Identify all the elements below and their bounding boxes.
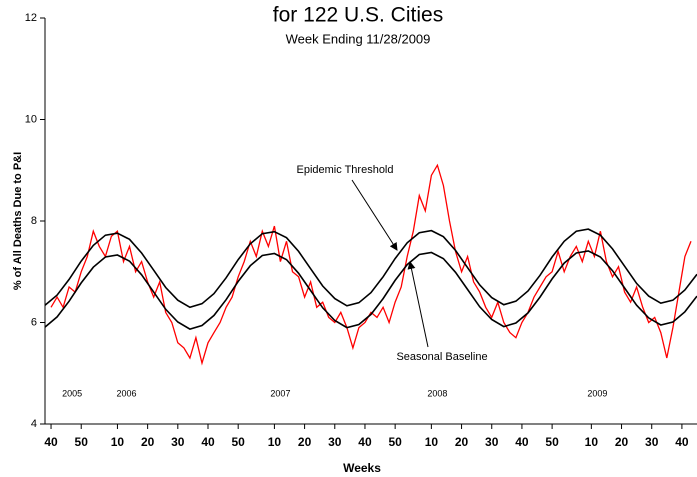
y-tick-label: 8 (31, 215, 37, 227)
x-tick-label: 20 (141, 435, 155, 449)
x-tick-label: 20 (455, 435, 469, 449)
series-line (44, 250, 697, 330)
year-label: 2007 (270, 388, 290, 398)
x-axis-title: Weeks (343, 461, 381, 475)
x-tick-label: 10 (585, 435, 599, 449)
y-tick-label: 4 (31, 418, 37, 430)
x-tick-label: 50 (75, 435, 89, 449)
x-tick-label: 40 (515, 435, 529, 449)
year-label: 2008 (427, 388, 447, 398)
x-tick-label: 50 (388, 435, 402, 449)
annotation: Seasonal Baseline (396, 351, 487, 363)
series-line (44, 228, 697, 309)
annotation-arrow (351, 179, 398, 251)
x-tick-label: 10 (425, 435, 439, 449)
annotation-arrow (407, 261, 429, 348)
x-tick-label: 50 (232, 435, 246, 449)
x-tick-label: 10 (111, 435, 125, 449)
x-tick-label: 10 (268, 435, 282, 449)
x-tick-label: 50 (545, 435, 559, 449)
x-tick-label: 30 (645, 435, 659, 449)
y-tick-label: 6 (31, 316, 37, 328)
y-tick-label: 10 (25, 113, 37, 125)
annotation: Epidemic Threshold (296, 164, 393, 176)
x-tick-label: 30 (485, 435, 499, 449)
x-tick-label: 30 (328, 435, 342, 449)
x-tick-label: 40 (358, 435, 372, 449)
year-label: 2006 (116, 388, 136, 398)
x-tick-label: 20 (615, 435, 629, 449)
chart-subtitle: Week Ending 11/28/2009 (286, 31, 431, 46)
y-axis-title: % of All Deaths Due to P&I (12, 152, 24, 290)
x-tick-label: 30 (171, 435, 185, 449)
x-tick-label: 40 (675, 435, 689, 449)
year-label: 2005 (62, 388, 82, 398)
x-tick-label: 20 (298, 435, 312, 449)
x-tick-label: 40 (44, 435, 58, 449)
year-label: 2009 (587, 388, 607, 398)
chart-title: for 122 U.S. Cities (273, 4, 443, 27)
x-tick-label: 40 (201, 435, 215, 449)
y-tick-label: 12 (25, 12, 37, 24)
series-line (50, 163, 692, 366)
